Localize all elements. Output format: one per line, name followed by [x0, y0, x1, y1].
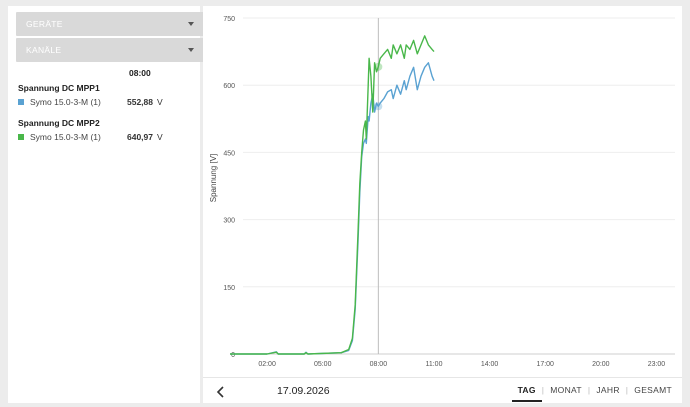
y-tick-label: 750: [223, 16, 235, 23]
x-tick-label: 17:00: [536, 361, 554, 368]
x-tick-label: 14:00: [481, 361, 499, 368]
series-value-mpp1: 552,88: [127, 97, 153, 107]
series-row-mpp1[interactable]: Symo 15.0-3-M (1) 552,88 V: [18, 97, 163, 107]
series-unit-mpp1: V: [157, 97, 163, 107]
series-value-mpp2: 640,97: [127, 132, 153, 142]
series-device-mpp2: Symo 15.0-3-M (1): [30, 132, 101, 142]
tab-month[interactable]: MONAT: [550, 385, 582, 395]
series-title-mpp2: Spannung DC MPP2: [18, 118, 100, 128]
y-tick-label: 600: [223, 83, 235, 90]
tab-year[interactable]: JAHR: [596, 385, 620, 395]
y-axis-label: Spannung [V]: [209, 154, 218, 202]
x-tick-label: 20:00: [592, 361, 610, 368]
devices-dropdown-label: GERÄTE: [26, 19, 63, 29]
channels-dropdown-label: KANÄLE: [26, 45, 62, 55]
series-title-mpp1: Spannung DC MPP1: [18, 83, 100, 93]
series-unit-mpp2: V: [157, 132, 163, 142]
chart-panel: 0 150 300 450 600 750 02:00 05:00 08:00 11:00 14:…: [203, 6, 682, 403]
devices-dropdown[interactable]: GERÄTE: [16, 12, 204, 36]
series-device-mpp1: Symo 15.0-3-M (1): [30, 97, 101, 107]
y-tick-label: 150: [223, 285, 235, 292]
chart-grid: [243, 17, 675, 355]
series-swatch-mpp2: [18, 134, 24, 140]
y-tick-label: 300: [223, 218, 235, 225]
tab-day[interactable]: TAG: [511, 385, 543, 402]
chevron-down-icon: [188, 22, 194, 26]
tab-separator: |: [625, 385, 629, 395]
chevron-left-icon[interactable]: [215, 385, 227, 399]
y-axis-ticks: 0 150 300 450 600 750: [223, 16, 235, 359]
tab-separator: |: [541, 385, 545, 395]
channels-dropdown[interactable]: KANÄLE: [16, 38, 204, 62]
series-line-2: [230, 35, 435, 355]
hover-point-2: [374, 62, 383, 71]
x-tick-label: 23:00: [648, 361, 666, 368]
y-tick-label: 0: [231, 352, 235, 359]
current-date[interactable]: 17.09.2026: [277, 385, 330, 397]
x-tick-label: 05:00: [314, 361, 332, 368]
period-tabs: TAG | MONAT | JAHR | GESAMT: [511, 385, 678, 402]
hover-point-1: [374, 102, 383, 111]
chevron-down-icon: [188, 48, 194, 52]
x-tick-label: 02:00: [258, 361, 276, 368]
x-tick-label: 11:00: [425, 361, 442, 368]
tab-separator: |: [587, 385, 591, 395]
series-row-mpp2[interactable]: Symo 15.0-3-M (1) 640,97 V: [18, 132, 163, 142]
x-tick-label: 08:00: [370, 361, 388, 368]
series-line-1: [230, 62, 435, 355]
voltage-chart[interactable]: 0 150 300 450 600 750 02:00 05:00 08:00 11:00 14:…: [203, 6, 682, 377]
y-tick-label: 450: [223, 150, 235, 157]
date-navigation-bar: 17.09.2026 TAG | MONAT | JAHR | GESAMT: [203, 377, 682, 403]
chart-series: [230, 35, 435, 355]
tab-total[interactable]: GESAMT: [634, 385, 672, 395]
x-axis-ticks: 02:00 05:00 08:00 11:00 14:00 17:00 20:00 23:00: [258, 361, 665, 368]
legend-time: 08:00: [129, 68, 151, 78]
series-swatch-mpp1: [18, 99, 24, 105]
legend-panel: GERÄTE KANÄLE 08:00 Spannung DC MPP1 Sym…: [8, 6, 204, 403]
